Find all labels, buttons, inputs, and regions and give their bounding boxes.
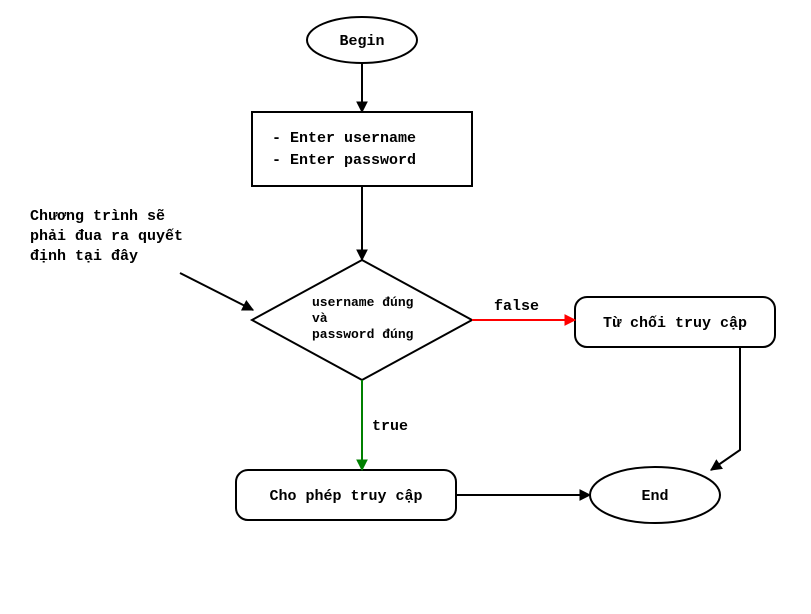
node-decision-line-1: và <box>312 311 328 326</box>
annotation-line-2: định tại đây <box>30 248 138 265</box>
node-allow-label: Cho phép truy cập <box>269 488 422 505</box>
node-end-label: End <box>641 488 668 505</box>
edge-deny-to-end <box>711 347 740 470</box>
node-begin-label: Begin <box>339 33 384 50</box>
edge-annotation-arrow <box>180 273 253 310</box>
annotation-line-0: Chương trình sẽ <box>30 208 165 225</box>
node-decision-line-2: password đúng <box>312 327 414 342</box>
node-input <box>252 112 472 186</box>
node-decision <box>252 260 472 380</box>
node-input-line-0: - Enter username <box>272 130 416 147</box>
node-input-line-1: - Enter password <box>272 152 416 169</box>
node-deny-label: Từ chối truy cập <box>603 315 747 332</box>
edge-label-decision-true: true <box>372 418 408 435</box>
node-decision-line-0: username đúng <box>312 295 414 310</box>
edge-label-decision-false: false <box>494 298 539 315</box>
annotation-line-1: phải đua ra quyết <box>30 228 183 245</box>
